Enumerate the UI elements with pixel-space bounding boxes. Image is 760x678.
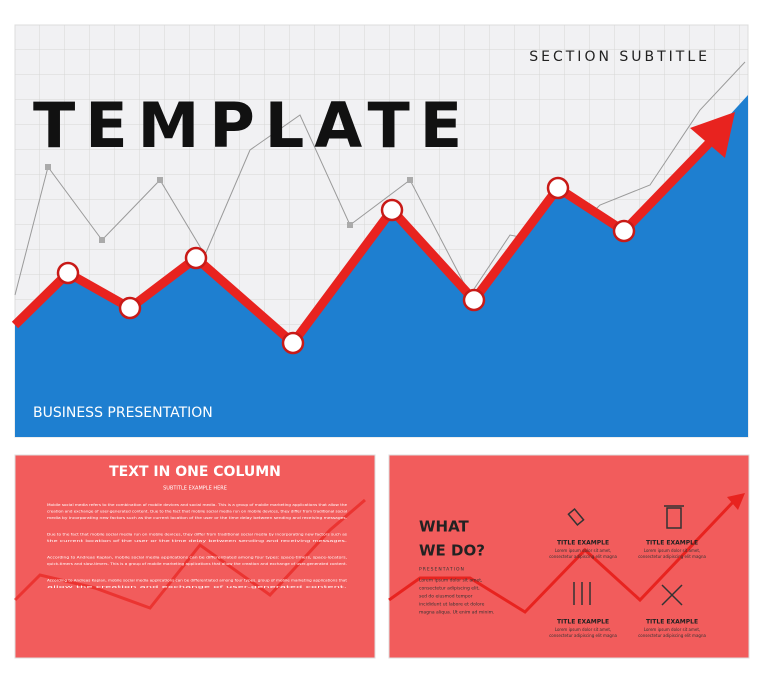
paragraph-line: quick-timers and slow-timers. This is a …	[47, 562, 347, 566]
item-title: TITLE EXAMPLE	[557, 540, 609, 547]
main-title: TEMPLATE	[33, 89, 472, 162]
what-title: WHAT	[419, 518, 470, 536]
item-text: consectetur adipiscing elit magna	[638, 554, 706, 559]
decor-markers	[45, 164, 413, 243]
item-text: consectetur adipiscing elit magna	[549, 554, 617, 559]
slide-background	[388, 454, 750, 659]
trend-points	[56, 176, 636, 355]
slide-subtitle: SUBTITLE EXAMPLE HERE	[163, 486, 227, 492]
item-text: Lorem ipsum dolor sit amet,	[644, 548, 700, 553]
arrow-head	[727, 493, 745, 510]
description-line: sed do eiusmod tempor	[419, 594, 473, 600]
icons	[567, 505, 684, 606]
paragraph-line: media by incorporating new factors such …	[47, 516, 347, 520]
text-slide: TEXT IN ONE COLUMN SUBTITLE EXAMPLE HERE…	[13, 454, 376, 659]
item-text: Lorem ipsum dolor sit amet,	[555, 627, 611, 632]
paragraphs: Mobile social media refers to the combin…	[47, 503, 348, 589]
item-title: TITLE EXAMPLE	[646, 619, 698, 626]
slide-background	[14, 454, 376, 659]
paragraph-line: According to Andreas Kaplan, mobile soci…	[47, 556, 347, 560]
section-subtitle: SECTION SUBTITLE	[529, 49, 710, 65]
description: Lorem ipsum dolor sit amet, consectetur a…	[419, 578, 494, 616]
decor-line	[388, 498, 737, 614]
what-slide: WHAT WE DO? PRESENTATION Lorem ipsum dol…	[388, 454, 750, 659]
item-text: consectetur adipiscing elit magna	[638, 633, 706, 638]
description-line: consectetur adipiscing elit,	[419, 586, 480, 592]
arrow-head	[690, 112, 735, 158]
item-text: Lorem ipsum dolor sit amet,	[644, 627, 700, 632]
item-text: Lorem ipsum dolor sit amet,	[555, 548, 611, 553]
decor-line	[14, 61, 746, 296]
slide-title: TEXT IN ONE COLUMN	[109, 464, 281, 480]
what-label: PRESENTATION	[419, 567, 465, 573]
footer-text: BUSINESS PRESENTATION	[33, 405, 213, 421]
paragraph-line: the current location of the user or the …	[47, 539, 347, 543]
paragraph-line: allow the creation and exchange of user-…	[47, 585, 347, 589]
item-title: TITLE EXAMPLE	[646, 540, 698, 547]
paragraph-line: Mobile social media refers to the combin…	[47, 503, 348, 507]
description-line: incididunt ut labore et dolore	[419, 602, 485, 608]
decor-line	[13, 498, 366, 610]
paragraph-line: According to Andreas Kaplan, mobile soci…	[47, 579, 348, 583]
red-trend-line	[11, 136, 716, 348]
main-slide: SECTION SUBTITLE TEMPLATE BUSINESS PRESE…	[11, 24, 749, 438]
paragraph-line: creation and exchange of user-generated …	[47, 510, 347, 514]
paragraph-line: Due to the fact that mobile social media…	[47, 533, 347, 537]
item-text: consectetur adipiscing elit magna	[549, 633, 617, 638]
item-title: TITLE EXAMPLE	[557, 619, 609, 626]
what-title: WE DO?	[419, 542, 485, 560]
blue-area	[15, 95, 748, 437]
description-line: magna aliqua. Ut enim ad minim.	[419, 610, 494, 616]
description-line: Lorem ipsum dolor sit amet,	[419, 578, 482, 584]
